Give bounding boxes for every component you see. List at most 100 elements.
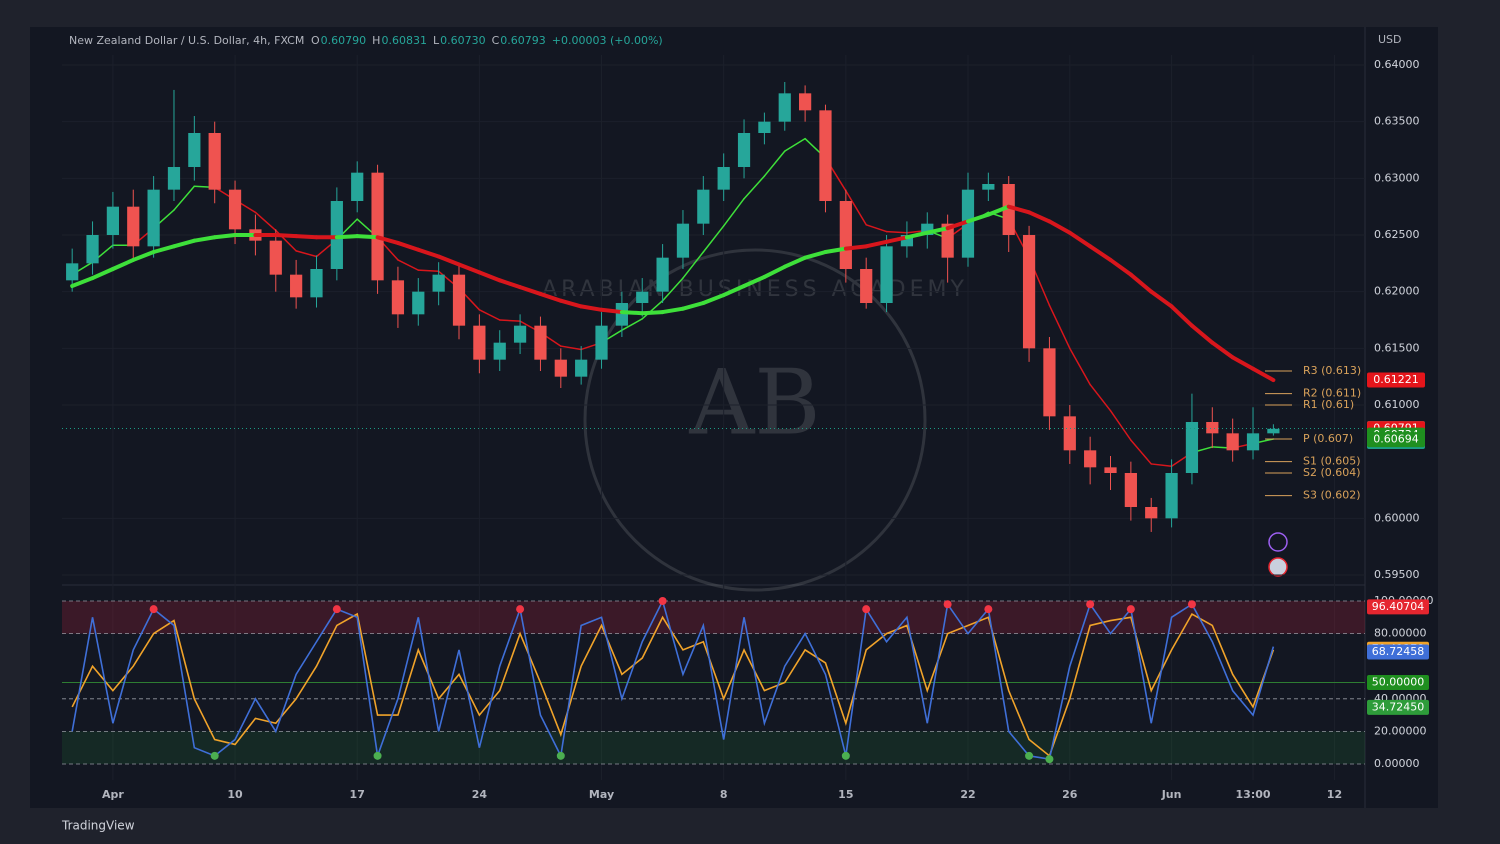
moving-average [518, 285, 543, 296]
moving-average [1109, 409, 1132, 441]
flag-icon[interactable] [1268, 557, 1288, 577]
moving-average [397, 259, 420, 271]
watermark: AB ARABIAN BUSINESS ACADEMY [542, 248, 964, 592]
candle-body [290, 274, 303, 298]
moving-average [945, 219, 970, 231]
event-icon[interactable] [1268, 532, 1288, 552]
ohlc-value: 0.60730 [440, 34, 486, 47]
candle-body [351, 172, 364, 201]
candle-body [330, 201, 343, 269]
moving-average [865, 224, 888, 233]
moving-average [599, 307, 624, 315]
extreme-dot [1025, 751, 1034, 760]
candle-body [493, 342, 506, 360]
candle-body [1084, 450, 1097, 468]
x-tick-label: 24 [472, 788, 488, 801]
y-tick-label: 0.61000 [1374, 398, 1420, 411]
moving-average [641, 299, 664, 320]
ohlc-value: 0.60790 [321, 34, 367, 47]
moving-average [294, 234, 319, 240]
moving-average [1047, 219, 1072, 235]
moving-average [904, 230, 930, 240]
y-tick-label: 0.59500 [1374, 568, 1420, 581]
moving-average [1251, 366, 1276, 383]
candle-body [534, 325, 547, 360]
moving-average [560, 345, 582, 351]
candle-body [310, 269, 323, 298]
change: +0.00003 (+0.00%) [552, 34, 663, 47]
moving-average [212, 233, 238, 240]
moving-average [845, 190, 867, 226]
moving-average [295, 250, 318, 258]
moving-average [558, 298, 584, 309]
moving-average [743, 175, 766, 200]
candle-body [880, 246, 893, 303]
moving-average [334, 234, 360, 240]
moving-average [416, 247, 441, 259]
extreme-dot [1045, 755, 1054, 764]
x-tick-label: 10 [227, 788, 243, 801]
osc-tag [1367, 699, 1429, 715]
moving-average [477, 270, 502, 283]
x-tick-label: 13:00 [1236, 788, 1271, 801]
ohlc-key: L [433, 34, 440, 47]
moving-average [417, 269, 440, 273]
candle-body [758, 121, 771, 133]
moving-average [254, 211, 277, 232]
extreme-dot [984, 605, 993, 614]
moving-average [701, 293, 726, 305]
x-tick-label: 26 [1062, 788, 1078, 801]
y-tick-label: 0.62000 [1374, 285, 1420, 298]
extreme-dot [1086, 600, 1095, 609]
extreme-dot [1126, 605, 1135, 614]
oversold-zone [62, 731, 1365, 764]
moving-average [965, 212, 991, 224]
y-tick-label: 0.63500 [1374, 115, 1420, 128]
candle-body [1206, 422, 1219, 434]
moving-average [1027, 210, 1052, 224]
candle-body [839, 201, 852, 269]
price-tag [1367, 432, 1425, 448]
ohlc-key: H [372, 34, 380, 47]
moving-average [192, 235, 217, 243]
candle-body [1022, 235, 1036, 349]
moving-average [538, 291, 563, 303]
extreme-dot [516, 605, 525, 614]
x-tick-label: Apr [102, 788, 124, 801]
osc-tag [1367, 675, 1429, 690]
osc-line [71, 612, 1275, 758]
extreme-dot [862, 605, 871, 614]
ohlc-value: 0.60831 [381, 34, 427, 47]
osc-tick-label: 20.00000 [1374, 724, 1427, 737]
moving-average [619, 310, 645, 316]
candle-body [432, 274, 445, 292]
candle-body [66, 263, 79, 281]
osc-tag-label: 68.72458 [1372, 645, 1425, 658]
candle-body [737, 133, 751, 167]
moving-average [702, 225, 725, 253]
candle-body [513, 325, 527, 343]
candle-body [188, 133, 201, 167]
moving-average [823, 246, 848, 254]
moving-average [1189, 323, 1215, 345]
x-tick-label: 17 [350, 788, 365, 801]
moving-average [680, 301, 706, 311]
ohlc-value: 0.60793 [500, 34, 546, 47]
pivot-label: S3 (0.602) [1303, 489, 1361, 502]
y-tick-label: 0.61500 [1374, 341, 1420, 354]
price-tag [1367, 372, 1425, 388]
moving-average [1108, 257, 1133, 277]
overbought-zone [62, 601, 1365, 634]
x-tick-label: Jun [1161, 788, 1182, 801]
extreme-dot [658, 597, 667, 605]
pivot-label: S1 (0.605) [1303, 455, 1361, 468]
extreme-dot [943, 600, 952, 609]
moving-average [90, 267, 115, 281]
pivot-label: P (0.607) [1303, 432, 1353, 445]
moving-average [722, 197, 745, 227]
x-tick-label: May [589, 788, 614, 801]
moving-average [1089, 383, 1112, 412]
candle-body [147, 189, 160, 247]
watermark-ring [583, 248, 927, 592]
